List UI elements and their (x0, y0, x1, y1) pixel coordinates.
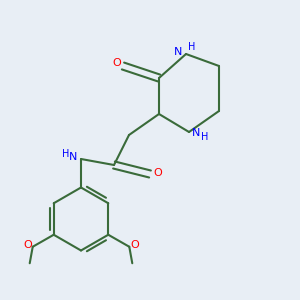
Text: H: H (201, 132, 208, 142)
Text: N: N (69, 152, 78, 163)
Text: H: H (188, 41, 196, 52)
Text: O: O (112, 58, 122, 68)
Text: N: N (192, 128, 201, 139)
Text: H: H (62, 148, 69, 159)
Text: O: O (153, 167, 162, 178)
Text: O: O (23, 240, 32, 250)
Text: N: N (174, 46, 183, 57)
Text: O: O (130, 240, 139, 250)
